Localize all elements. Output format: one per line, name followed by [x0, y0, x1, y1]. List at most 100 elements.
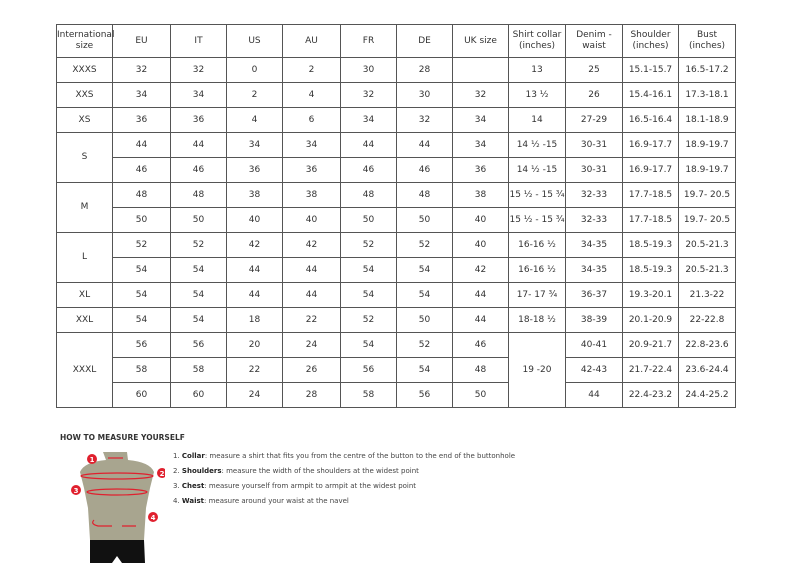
table-cell: 18 — [226, 307, 283, 333]
table-cell: 36 — [452, 157, 509, 183]
table-cell: 20.5-21.3 — [678, 232, 736, 258]
table-cell: 18.1-18.9 — [678, 107, 736, 133]
table-cell: 44 — [112, 132, 171, 158]
table-cell: 58 — [170, 357, 227, 383]
table-cell: 54 — [170, 282, 227, 308]
table-cell: 34 — [226, 132, 283, 158]
measure-steps: 1. Collar: measure a shirt that fits you… — [173, 452, 515, 512]
table-cell: 34 — [452, 107, 509, 133]
table-cell: 44 — [452, 307, 509, 333]
table-cell: 13 — [508, 57, 566, 83]
table-cell: 22-22.8 — [678, 307, 736, 333]
table-cell: 56 — [340, 357, 397, 383]
table-cell: 26 — [282, 357, 341, 383]
table-cell: 52 — [396, 332, 453, 358]
table-cell: 60 — [170, 382, 227, 408]
table-cell: 54 — [112, 257, 171, 283]
table-cell: 58 — [112, 357, 171, 383]
table-cell: 44 — [226, 282, 283, 308]
table-cell: 48 — [170, 182, 227, 208]
table-cell: 38 — [226, 182, 283, 208]
table-cell: 18.9-19.7 — [678, 157, 736, 183]
table-cell: 22.4-23.2 — [622, 382, 679, 408]
table-cell: 58 — [340, 382, 397, 408]
table-row: 58 58 22 26 56 54 48 42-43 21.7-22.4 23.6-24.4 — [57, 357, 736, 383]
table-cell: 32 — [170, 57, 227, 83]
column-header: International size — [56, 24, 114, 58]
table-row: 50 50 40 40 50 50 40 15 ½ - 15 ¾ 32-33 17.7-18.5 1… — [57, 207, 736, 233]
table-cell: 21.3-22 — [678, 282, 736, 308]
marker-icons: 1 2 3 4 — [71, 454, 165, 522]
table-cell: 17.7-18.5 — [622, 207, 679, 233]
table-cell: 40-41 — [565, 332, 623, 358]
table-cell: 32 — [340, 82, 397, 108]
table-cell: 48 — [452, 357, 509, 383]
table-cell: 18.5-19.3 — [622, 257, 679, 283]
table-cell — [452, 57, 509, 83]
table-cell: 30-31 — [565, 157, 623, 183]
step-waist: 4. Waist: measure around your waist at t… — [173, 497, 349, 505]
table-cell: 6 — [282, 107, 341, 133]
table-cell: 2 — [282, 57, 341, 83]
column-header: EU — [112, 24, 171, 58]
table-cell: 30 — [396, 82, 453, 108]
table-cell: 24 — [226, 382, 283, 408]
column-header: Bust (inches) — [678, 24, 736, 58]
size-cell: L — [56, 232, 113, 283]
column-header: UK size — [452, 24, 509, 58]
column-header: Shirt collar (inches) — [508, 24, 566, 58]
table-cell: 56 — [170, 332, 227, 358]
column-header: DE — [396, 24, 453, 58]
table-cell: 40 — [282, 207, 341, 233]
table-row: 60 60 24 28 58 56 50 44 22.4-23.2 24.4-25.2 — [57, 382, 736, 408]
table-cell: 16.5-16.4 — [622, 107, 679, 133]
step-chest: 3. Chest: measure yourself from armpit t… — [173, 482, 417, 490]
size-cell: XXS — [56, 82, 113, 108]
step-shoulders: 2. Shoulders: measure the width of the s… — [173, 467, 419, 475]
table-cell: 52 — [396, 232, 453, 258]
table-cell: 27-29 — [565, 107, 623, 133]
table-cell: 46 — [396, 157, 453, 183]
table-cell: 54 — [396, 282, 453, 308]
table-cell: 24.4-25.2 — [678, 382, 736, 408]
table-cell: 18-18 ½ — [508, 307, 566, 333]
table-cell: 14 ½ -15 — [508, 157, 566, 183]
table-cell: 4 — [226, 107, 283, 133]
table-cell: 34-35 — [565, 232, 623, 258]
table-cell: 23.6-24.4 — [678, 357, 736, 383]
table-row: 46 46 36 36 46 46 36 14 ½ -15 30-31 16.9-17.7 18.9… — [57, 157, 736, 183]
table-cell: 56 — [112, 332, 171, 358]
table-cell: 32 — [396, 107, 453, 133]
table-cell: 20.5-21.3 — [678, 257, 736, 283]
marker-2: 2 — [160, 470, 165, 478]
table-cell: 42 — [282, 232, 341, 258]
size-cell: XS — [56, 107, 113, 133]
table-cell: 18.9-19.7 — [678, 132, 736, 158]
table-cell: 50 — [340, 207, 397, 233]
table-cell: 52 — [340, 232, 397, 258]
table-cell: 19 -20 — [508, 332, 566, 408]
table-cell: 44 — [226, 257, 283, 283]
table-cell: 2 — [226, 82, 283, 108]
table-cell: 34 — [340, 107, 397, 133]
table-cell: 28 — [282, 382, 341, 408]
table-cell: 38 — [282, 182, 341, 208]
table-cell: 46 — [340, 157, 397, 183]
table-cell: 32-33 — [565, 207, 623, 233]
table-cell: 36 — [112, 107, 171, 133]
table-cell: 22 — [226, 357, 283, 383]
step-collar: 1. Collar: measure a shirt that fits you… — [173, 452, 516, 460]
table-cell: 15.1-15.7 — [622, 57, 679, 83]
table-cell: 40 — [452, 207, 509, 233]
table-cell: 24 — [282, 332, 341, 358]
table-cell: 48 — [396, 182, 453, 208]
table-cell: 4 — [282, 82, 341, 108]
table-cell: 34 — [170, 82, 227, 108]
table-cell: 40 — [226, 207, 283, 233]
table-cell: 54 — [112, 307, 171, 333]
table-cell: 44 — [340, 132, 397, 158]
size-cell: M — [56, 182, 113, 233]
table-cell: 50 — [112, 207, 171, 233]
table-cell: 15 ½ - 15 ¾ — [508, 207, 566, 233]
table-cell: 50 — [396, 307, 453, 333]
